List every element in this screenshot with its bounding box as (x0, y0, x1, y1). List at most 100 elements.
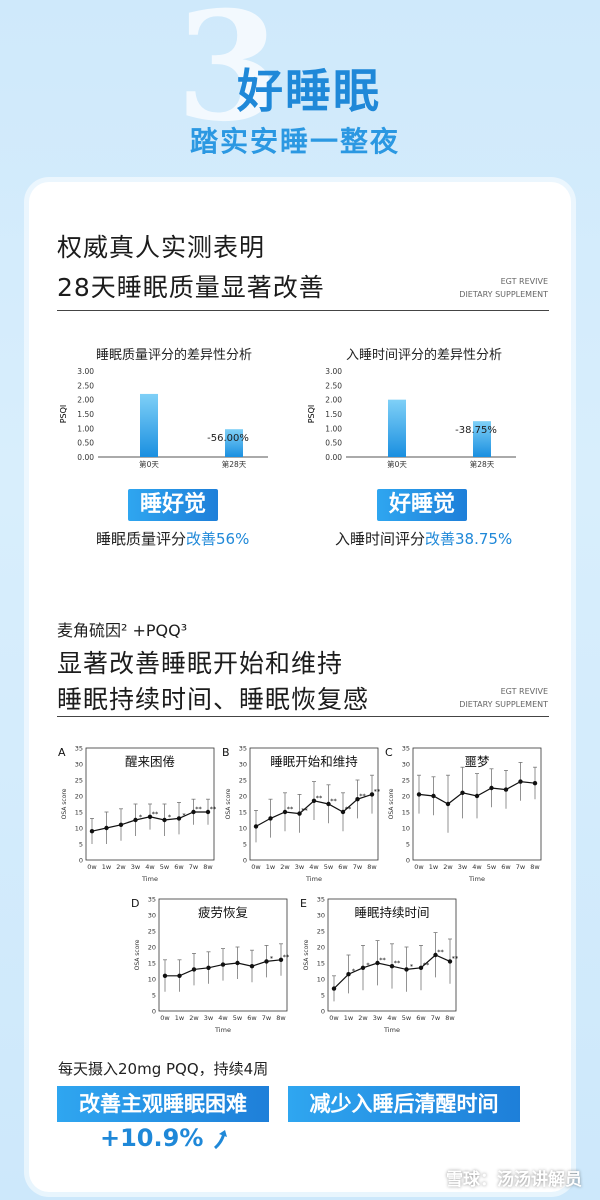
ingredients-line: 麦角硫因² +PQQ³ (57, 621, 188, 640)
significance-mark: ** (301, 807, 308, 815)
y-tick-label: 25 (317, 928, 325, 936)
significance-mark: ** (330, 797, 337, 805)
significance-mark: * (168, 813, 172, 821)
x-tick-label: 2w (358, 1014, 368, 1022)
y-tick-label: 25 (239, 777, 247, 785)
data-point (433, 952, 438, 958)
y-axis-label: OSA score (61, 788, 68, 819)
y-tick-label: 5 (243, 841, 247, 849)
data-point (418, 965, 424, 970)
significance-mark: * (182, 811, 186, 819)
data-point (282, 809, 288, 815)
x-axis-label: Time (141, 875, 158, 883)
x-tick-label: 8w (367, 863, 377, 871)
data-point (355, 797, 360, 802)
y-tick-label: 25 (148, 928, 156, 936)
x-tick-label: 1w (175, 1014, 185, 1022)
data-point (104, 825, 109, 831)
x-tick-label: 5w (160, 863, 170, 871)
y-tick-label: 10 (402, 825, 410, 833)
x-tick-label: 7w (516, 863, 526, 871)
significance-mark: * (270, 954, 274, 962)
data-point (447, 959, 453, 964)
data-point (177, 973, 182, 978)
improvement-text-1: 睡眠质量评分改善56% (96, 530, 250, 548)
data-point (389, 964, 395, 969)
significance-mark: ** (287, 805, 294, 813)
y-tick-label: 5 (406, 841, 410, 849)
data-point (445, 801, 451, 807)
y-tick-label: 35 (75, 745, 83, 753)
data-point (311, 798, 317, 803)
bar-chart-2: PSQI 0.00 0.50 1.00 1.50 2.00 2.50 3.00 第0天 第28天 -… (307, 367, 516, 469)
significance-mark: ** (452, 954, 459, 962)
divider (57, 310, 549, 311)
plot-frame (327, 898, 457, 1012)
data-point (249, 964, 255, 969)
y-tick-label: 15 (75, 809, 83, 817)
y-tick-label: 10 (239, 825, 247, 833)
x-tick-label: 4w (387, 1014, 397, 1022)
y-tick-label: 0.00 (77, 453, 94, 462)
improvement-value: +10.9% (100, 1124, 230, 1152)
x-tick-label: 0w (87, 863, 97, 871)
panel-letter: D (131, 897, 139, 910)
data-point (331, 986, 337, 991)
panel-title: 噩梦 (464, 754, 490, 769)
data-point (220, 962, 226, 967)
significance-mark: * (352, 967, 356, 975)
data-point (503, 787, 509, 792)
bar (225, 429, 243, 457)
panel-letter: C (385, 746, 393, 759)
y-tick-label: 30 (148, 912, 156, 920)
x-tick-label: 2w (280, 863, 290, 871)
heading-line-2: 28天睡眠质量显著改善 (57, 273, 325, 302)
improvement-text-2: 入睡时间评分改善38.75% (335, 530, 513, 548)
x-tick-label: 1w (266, 863, 276, 871)
panel-title: 疲劳恢复 (198, 905, 249, 920)
data-point (268, 816, 273, 821)
y-tick-label: 0 (79, 857, 83, 865)
y-tick-label: 35 (239, 745, 247, 753)
data-point (147, 814, 153, 819)
data-point (191, 967, 197, 972)
data-point (205, 809, 211, 815)
significance-mark: ** (374, 787, 381, 795)
x-tick-label: 0w (160, 1014, 170, 1022)
data-point (375, 960, 380, 966)
x-axis-label: Time (468, 875, 485, 883)
data-point (235, 960, 240, 966)
x-tick-label: 2w (189, 1014, 199, 1022)
x-tick-label: 第0天 (139, 459, 159, 469)
significance-mark: * (139, 813, 143, 821)
bar (473, 421, 491, 457)
y-tick-label: 0 (243, 857, 247, 865)
panel-letter: A (58, 746, 66, 759)
section-number: 3 (176, 0, 281, 155)
x-tick-label: 6w (416, 1014, 426, 1022)
brand-line-1: EGT REVIVE (500, 277, 548, 286)
y-tick-label: 15 (317, 960, 325, 968)
x-axis-label: Time (305, 875, 322, 883)
x-tick-label: 5w (487, 863, 497, 871)
y-tick-label: 0.50 (77, 439, 94, 448)
x-tick-label: 第0天 (387, 459, 407, 469)
data-point (89, 829, 95, 834)
x-tick-label: 4w (472, 863, 482, 871)
x-tick-label: 8w (276, 1014, 286, 1022)
pill-sleep-well: 睡好觉 (128, 489, 218, 521)
y-tick-label: 10 (317, 976, 325, 984)
y-tick-label: 30 (75, 761, 83, 769)
x-tick-label: 5w (402, 1014, 412, 1022)
data-point (340, 809, 346, 815)
y-tick-label: 35 (317, 896, 325, 904)
y-tick-label: 20 (402, 793, 410, 801)
data-point (253, 824, 259, 829)
y-tick-label: 0.00 (325, 453, 342, 462)
significance-mark: ** (379, 956, 386, 964)
data-point (206, 965, 211, 970)
x-tick-label: 7w (189, 863, 199, 871)
y-tick-label: 3.00 (77, 367, 94, 376)
y-tick-label: 3.00 (325, 367, 342, 376)
x-tick-label: 2w (443, 863, 453, 871)
